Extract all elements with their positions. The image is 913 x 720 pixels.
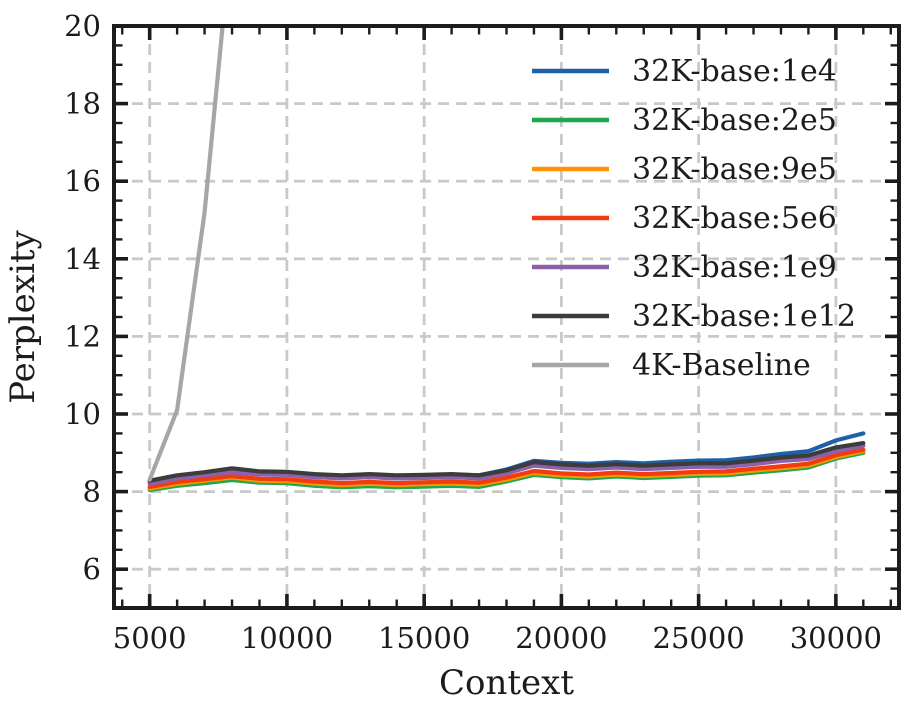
x-tick-label: 25000 — [653, 621, 745, 655]
legend-item: 32K-base:1e9 — [532, 250, 837, 285]
legend-label: 32K-base:9e5 — [632, 152, 837, 187]
series-group — [147, 26, 866, 493]
y-tick-label: 18 — [64, 87, 101, 121]
legend-label: 4K-Baseline — [632, 348, 811, 383]
y-tick-label: 10 — [64, 397, 101, 431]
legend-item: 32K-base:1e12 — [532, 299, 856, 334]
legend-label: 32K-base:5e6 — [632, 201, 837, 236]
legend-label: 32K-base:1e9 — [632, 250, 837, 285]
y-tick-label: 8 — [83, 475, 101, 509]
legend: 32K-base:1e4 32K-base:2e5 32K-base:9e5 32K-… — [532, 54, 856, 383]
y-tick-label: 16 — [64, 164, 101, 198]
x-tick-labels: 5000 10000 15000 20000 25000 30000 — [113, 621, 882, 655]
legend-label: 32K-base:2e5 — [632, 103, 837, 138]
y-tick-labels: 6 8 10 12 14 16 18 20 — [64, 9, 101, 586]
y-tick-label: 14 — [64, 242, 101, 276]
legend-item: 4K-Baseline — [532, 348, 811, 383]
series-line-32K-base:5e6 — [147, 447, 866, 489]
legend-item: 32K-base:5e6 — [532, 201, 837, 236]
x-tick-label: 10000 — [241, 621, 333, 655]
series-line-32K-base:1e9 — [147, 443, 866, 486]
y-tick-label: 6 — [83, 552, 101, 586]
plot-spines — [112, 24, 901, 610]
x-tick-label: 20000 — [515, 621, 607, 655]
legend-label: 32K-base:1e12 — [632, 299, 856, 334]
x-tick-label: 5000 — [113, 621, 187, 655]
legend-item: 32K-base:9e5 — [532, 152, 837, 187]
series-line-4K-Baseline — [147, 26, 225, 482]
x-tick-label: 30000 — [790, 621, 882, 655]
legend-item: 32K-base:2e5 — [532, 103, 837, 138]
x-tick-label: 15000 — [378, 621, 470, 655]
x-axis-label: Context — [439, 663, 574, 703]
legend-label: 32K-base:1e4 — [632, 54, 837, 89]
legend-item: 32K-base:1e4 — [532, 54, 837, 89]
y-tick-label: 12 — [64, 319, 101, 353]
ticks — [115, 24, 898, 607]
series-line-32K-base:1e12 — [147, 441, 866, 483]
y-tick-label: 20 — [64, 9, 101, 43]
y-axis-label: Perplexity — [3, 230, 43, 404]
